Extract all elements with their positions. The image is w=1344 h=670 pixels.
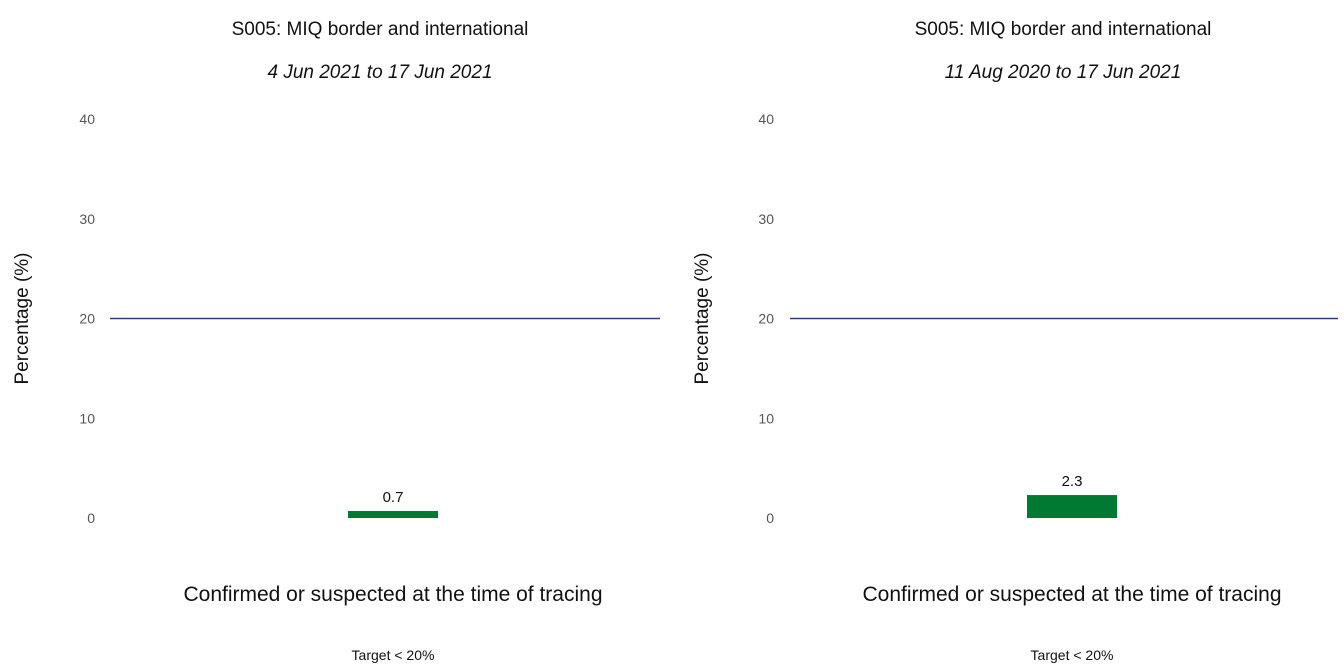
chart-subtitle: 4 Jun 2021 to 17 Jun 2021 (267, 62, 492, 83)
y-tick-label: 20 (79, 311, 95, 327)
y-tick-label: 0 (87, 510, 95, 526)
y-tick-label: 0 (766, 510, 774, 526)
y-tick-label: 30 (79, 211, 95, 227)
bar (1027, 495, 1117, 518)
y-tick-label: 10 (79, 410, 95, 426)
chart-subtitle: 11 Aug 2020 to 17 Jun 2021 (945, 62, 1182, 83)
chart-title: S005: MIQ border and international (232, 19, 529, 40)
y-axis-label: Percentage (%) (12, 252, 33, 384)
y-axis-label: Percentage (%) (692, 252, 713, 384)
chart-title: S005: MIQ border and international (915, 19, 1212, 40)
y-tick-label: 30 (758, 211, 774, 227)
x-axis-caption: Target < 20% (352, 647, 435, 663)
x-category-label: Confirmed or suspected at the time of tr… (862, 583, 1281, 606)
bar-data-label: 0.7 (383, 489, 404, 506)
x-category-label: Confirmed or suspected at the time of tr… (183, 583, 602, 606)
y-tick-label: 20 (758, 311, 774, 327)
bar (348, 511, 438, 518)
y-tick-label: 40 (79, 111, 95, 127)
bar-data-label: 2.3 (1062, 473, 1083, 490)
y-tick-label: 40 (758, 111, 774, 127)
y-tick-label: 10 (758, 410, 774, 426)
x-axis-caption: Target < 20% (1031, 647, 1114, 663)
